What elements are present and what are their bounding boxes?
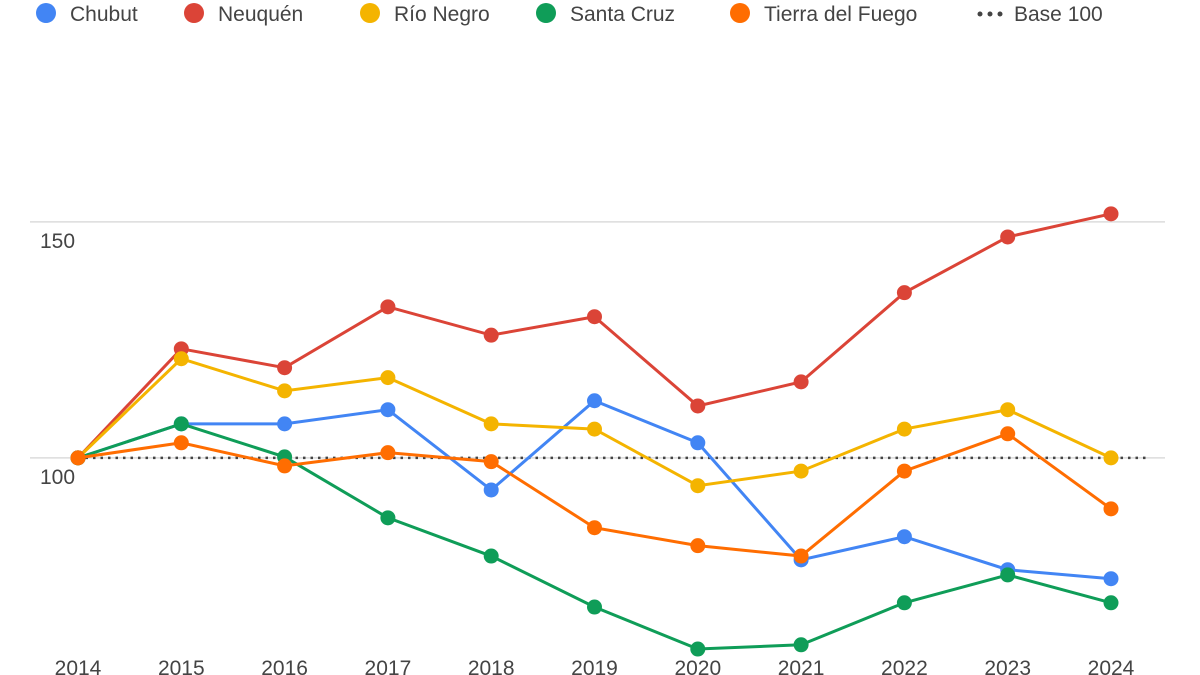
data-point[interactable] [896, 463, 912, 479]
data-point[interactable] [690, 538, 706, 554]
legend-label: Neuquén [218, 3, 303, 26]
x-tick-label: 2019 [571, 657, 618, 675]
data-point[interactable] [277, 360, 293, 376]
legend-item[interactable]: Río Negro [360, 3, 490, 26]
legend-label: Tierra del Fuego [764, 3, 917, 26]
data-point[interactable] [793, 374, 809, 390]
legend: Chubut Neuquén Río Negro Santa Cruz Tierra d… [36, 3, 1103, 26]
data-point[interactable] [896, 595, 912, 611]
data-point[interactable] [690, 398, 706, 414]
data-point[interactable] [587, 599, 602, 615]
x-tick-label: 2015 [158, 657, 205, 675]
legend-marker-icon [536, 3, 556, 23]
legend-marker-icon [36, 3, 56, 23]
legend-marker-icon [360, 3, 380, 23]
series-line [76, 212, 1112, 459]
data-point[interactable] [380, 445, 396, 461]
data-point[interactable] [1000, 567, 1016, 583]
legend-item[interactable]: Neuquén [184, 3, 303, 26]
data-point[interactable] [380, 402, 396, 418]
dotted-line-icon [977, 11, 983, 17]
legend-marker-icon [730, 3, 750, 23]
data-point[interactable] [793, 463, 809, 479]
y-axis-ticks: 100 150 [40, 230, 75, 489]
data-point[interactable] [690, 641, 706, 657]
data-point[interactable] [483, 548, 499, 564]
data-point[interactable] [896, 421, 912, 437]
series-lines [70, 206, 1119, 657]
y-tick-label: 150 [40, 230, 75, 253]
data-point[interactable] [277, 458, 293, 474]
legend-item[interactable]: Base 100 [977, 3, 1103, 26]
y-tick-label: 100 [40, 466, 75, 489]
x-tick-label: 2024 [1088, 657, 1135, 675]
data-point[interactable] [793, 548, 809, 564]
x-tick-label: 2021 [778, 657, 825, 675]
legend-item[interactable]: Santa Cruz [536, 3, 675, 26]
dotted-line-icon [997, 11, 1003, 17]
series-line [77, 432, 1112, 558]
data-point[interactable] [896, 529, 912, 545]
data-point[interactable] [1000, 426, 1016, 442]
legend-label: Base 100 [1014, 3, 1103, 26]
data-point[interactable] [70, 450, 86, 466]
data-point[interactable] [587, 309, 602, 325]
data-point[interactable] [483, 416, 499, 432]
data-point[interactable] [173, 351, 189, 367]
legend-label: Río Negro [394, 3, 490, 26]
x-tick-label: 2022 [881, 657, 928, 675]
data-point[interactable] [793, 637, 809, 653]
data-point[interactable] [1103, 501, 1119, 517]
data-point[interactable] [896, 285, 912, 301]
data-point[interactable] [483, 327, 499, 343]
data-point[interactable] [277, 383, 293, 399]
data-point[interactable] [1000, 402, 1016, 418]
legend-item[interactable]: Tierra del Fuego [730, 3, 917, 26]
data-point[interactable] [690, 478, 706, 494]
data-point[interactable] [483, 482, 499, 498]
x-axis-ticks: 2014 2015 2016 2017 2018 2019 2020 2021 2022 2023… [55, 657, 1135, 675]
x-tick-label: 2017 [365, 657, 412, 675]
data-point[interactable] [587, 393, 602, 409]
data-point[interactable] [483, 454, 499, 470]
data-point[interactable] [1103, 450, 1119, 466]
x-tick-label: 2014 [55, 657, 102, 675]
series-río-negro [70, 351, 1119, 494]
data-point[interactable] [587, 421, 602, 437]
data-point[interactable] [173, 416, 189, 432]
legend-label: Santa Cruz [570, 3, 675, 26]
x-tick-label: 2016 [261, 657, 308, 675]
legend-marker-icon [184, 3, 204, 23]
data-point[interactable] [380, 370, 396, 386]
legend-label: Chubut [70, 3, 138, 26]
data-point[interactable] [380, 299, 396, 315]
x-tick-label: 2018 [468, 657, 515, 675]
x-tick-label: 2020 [674, 657, 721, 675]
data-point[interactable] [1103, 206, 1119, 222]
data-point[interactable] [587, 520, 602, 536]
data-point[interactable] [1103, 571, 1119, 587]
dotted-line-icon [987, 11, 993, 17]
data-point[interactable] [173, 435, 189, 451]
x-tick-label: 2023 [984, 657, 1031, 675]
data-point[interactable] [380, 510, 396, 526]
series-tierra-del-fuego [70, 426, 1119, 564]
data-point[interactable] [277, 416, 293, 432]
data-point[interactable] [690, 435, 706, 451]
data-point[interactable] [1103, 595, 1119, 611]
data-point[interactable] [1000, 229, 1016, 245]
legend-item[interactable]: Chubut [36, 3, 138, 26]
